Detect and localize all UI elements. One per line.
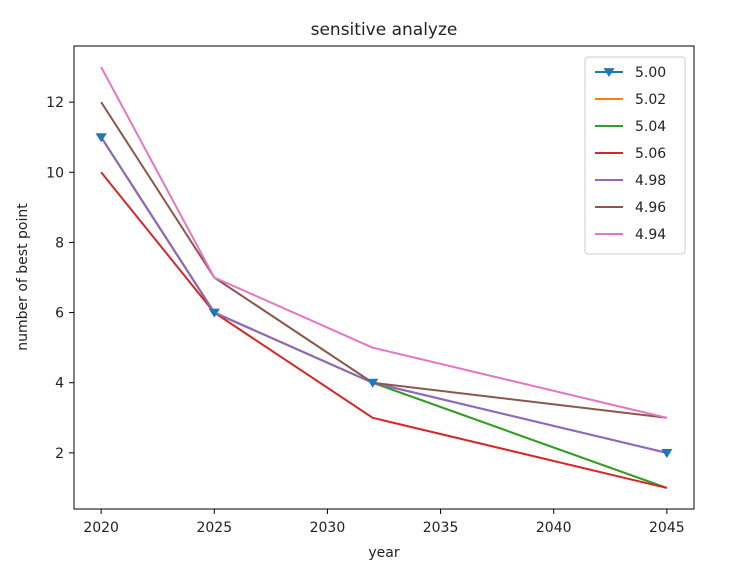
y-tick-label: 2 — [55, 446, 64, 462]
data-point-marker — [661, 449, 673, 458]
x-tick-label: 2020 — [83, 520, 119, 536]
legend-label: 4.96 — [635, 200, 666, 216]
series-line-4-94 — [100, 66, 668, 419]
series-line-5-06 — [100, 171, 668, 489]
x-axis-label: year — [368, 545, 399, 561]
data-point-marker — [367, 378, 379, 388]
legend-label: 5.00 — [635, 65, 666, 81]
legend-item: 4.96 — [595, 200, 666, 216]
series-line-5-02 — [100, 136, 668, 489]
legend-item: 5.02 — [595, 92, 666, 108]
legend-label: 4.94 — [635, 227, 666, 243]
legend-label: 5.02 — [635, 92, 666, 108]
legend-label: 5.06 — [635, 146, 666, 162]
legend-item: 5.00 — [595, 65, 666, 81]
x-axis-ticks: 2020 2025 2030 2035 2040 2045 — [83, 509, 685, 536]
chart-title: sensitive analyze — [311, 20, 458, 40]
legend-marker — [603, 68, 615, 77]
legend-box — [584, 56, 686, 255]
series-line-4-96 — [100, 101, 667, 419]
legend-item: 4.94 — [595, 227, 666, 243]
series-line-4-98 — [100, 136, 668, 454]
data-point-marker — [208, 308, 220, 318]
legend-item: 4.98 — [595, 173, 666, 189]
axes-frame — [73, 45, 695, 510]
y-tick-label: 12 — [46, 95, 64, 111]
y-tick-label: 10 — [46, 165, 64, 181]
legend: 5.00 5.02 5.04 5.06 4.98 4.96 4.94 — [584, 56, 686, 255]
legend-label: 4.98 — [635, 173, 666, 189]
x-tick-label: 2030 — [310, 520, 346, 536]
legend-item: 5.06 — [595, 146, 666, 162]
y-tick-label: 6 — [55, 306, 64, 322]
x-tick-label: 2025 — [196, 520, 232, 536]
legend-item: 5.04 — [595, 119, 666, 135]
series-line-5-04 — [100, 136, 668, 489]
legend-label: 5.04 — [635, 119, 666, 135]
plot-area — [95, 66, 673, 489]
y-axis-ticks: 2 4 6 8 10 12 — [46, 95, 74, 462]
y-tick-label: 4 — [55, 376, 64, 392]
x-tick-label: 2040 — [536, 520, 572, 536]
y-axis-label: number of best point — [15, 203, 31, 351]
series-line-5-00 — [100, 136, 668, 454]
y-tick-label: 8 — [55, 235, 64, 251]
data-point-marker — [95, 133, 107, 143]
x-tick-label: 2035 — [423, 520, 459, 536]
x-tick-label: 2045 — [649, 520, 685, 536]
